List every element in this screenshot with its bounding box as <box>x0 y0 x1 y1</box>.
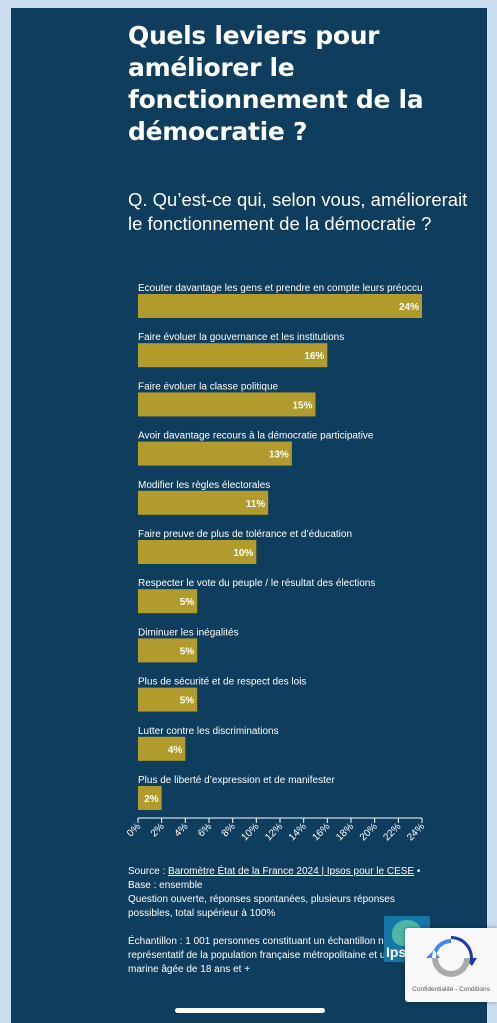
bar <box>138 441 292 466</box>
value-label: 11% <box>246 499 266 510</box>
category-label: Plus de liberté d’expression et de manif… <box>138 775 335 786</box>
category-label: Diminuer les inégalités <box>138 627 239 638</box>
recaptcha-links[interactable]: Confidentialité - Conditions <box>412 986 490 993</box>
bar <box>138 687 198 712</box>
recaptcha-badge[interactable]: Confidentialité - Conditions <box>405 928 497 1002</box>
bar <box>138 736 186 761</box>
value-label: 15% <box>292 400 312 411</box>
x-tick-label: 10% <box>240 821 262 843</box>
category-label: Avoir davantage recours à la démocratie … <box>138 431 374 442</box>
chart-footer: Source : Baromètre État de la France 202… <box>128 865 428 977</box>
category-label: Lutter contre les discriminations <box>138 726 279 737</box>
value-label: 5% <box>180 597 195 608</box>
home-indicator[interactable] <box>175 1008 325 1013</box>
bar <box>138 589 198 614</box>
category-label: Ecouter davantage les gens et prendre en… <box>138 283 423 294</box>
bar <box>138 490 269 515</box>
question-text: Q. Qu’est-ce qui, selon vous, améliorera… <box>128 189 468 234</box>
category-label: Faire preuve de plus de tolérance et d’é… <box>138 529 352 540</box>
bars-group: Ecouter davantage les gens et prendre en… <box>138 283 423 810</box>
x-tick-label: 0% <box>125 821 143 839</box>
value-label: 16% <box>304 351 324 362</box>
x-tick-label: 14% <box>287 821 309 843</box>
x-tick-label: 20% <box>358 821 380 843</box>
category-label: Modifier les règles électorales <box>138 480 270 491</box>
x-axis: 0% 2% 4% 6% 8% 10% 12% 14% 16% 18% 20% 22% 24% <box>125 817 427 843</box>
category-label: Faire évoluer la gouvernance et les inst… <box>138 332 344 343</box>
category-label: Respecter le vote du peuple / le résulta… <box>138 578 375 589</box>
value-label: 2% <box>144 794 159 805</box>
question-note: Question ouverte, réponses spontanées, p… <box>128 894 395 919</box>
bar <box>138 294 422 318</box>
x-tick-label: 22% <box>382 821 404 843</box>
value-label: 4% <box>168 745 183 756</box>
x-tick-label: 4% <box>172 821 190 839</box>
category-label: Plus de sécurité et de respect des lois <box>138 677 306 688</box>
source-prefix: Source : <box>128 866 169 877</box>
x-tick-label: 6% <box>196 821 214 839</box>
source-suffix: • <box>414 866 421 877</box>
x-tick-label: 12% <box>263 821 285 843</box>
x-tick-label: 16% <box>311 821 333 843</box>
value-label: 24% <box>399 302 419 313</box>
base-line: Base : ensemble <box>128 880 203 891</box>
bar <box>138 392 316 417</box>
x-tick-label: 24% <box>405 821 427 843</box>
value-label: 10% <box>233 548 253 559</box>
bar <box>138 638 198 663</box>
sample-line: Échantillon : 1 001 personnes constituan… <box>128 936 414 975</box>
value-label: 5% <box>180 646 195 657</box>
x-tick-label: 18% <box>334 821 356 843</box>
bar <box>138 540 257 564</box>
x-tick-label: 8% <box>220 821 238 839</box>
bar-chart: Ecouter davantage les gens et prendre en… <box>125 283 427 843</box>
x-tick-label: 2% <box>149 821 167 839</box>
category-label: Faire évoluer la classe politique <box>138 381 279 392</box>
article-panel: Quels leviers pour améliorer le fonction… <box>11 8 487 1023</box>
bar <box>138 343 328 368</box>
bar <box>138 786 162 810</box>
value-label: 5% <box>180 696 195 707</box>
source-link[interactable]: Baromètre État de la France 2024 | Ipsos… <box>168 866 415 877</box>
recaptcha-icon <box>426 936 477 977</box>
value-label: 13% <box>269 450 289 461</box>
page-title: Quels leviers pour améliorer le fonction… <box>128 21 424 146</box>
source-line: Source : Baromètre État de la France 202… <box>128 865 428 879</box>
